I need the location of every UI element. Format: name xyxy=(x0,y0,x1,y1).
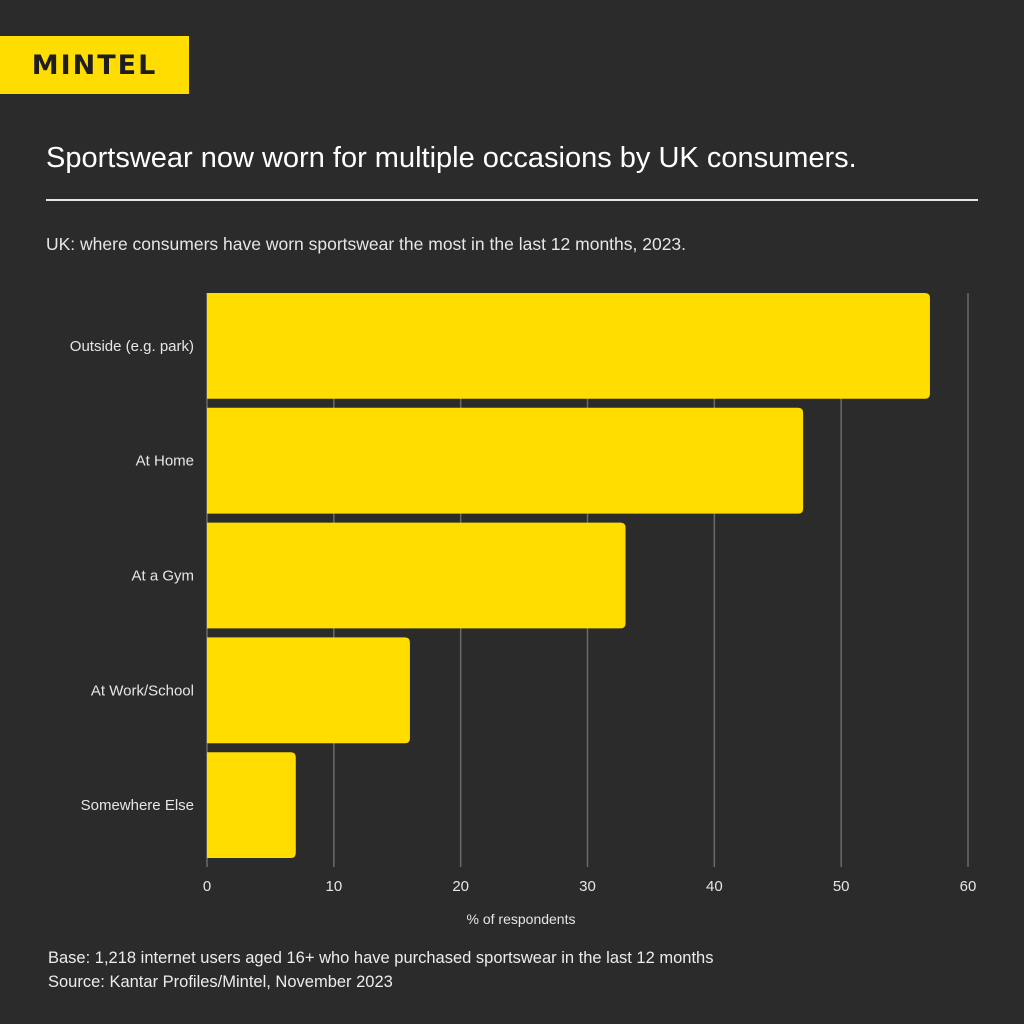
category-label: At Work/School xyxy=(91,682,194,699)
category-label: Somewhere Else xyxy=(81,797,194,814)
title-divider xyxy=(46,199,978,201)
mintel-logo: MINTEL xyxy=(0,36,189,94)
bar-layer xyxy=(207,293,930,858)
bar-outside-e-g-park xyxy=(207,293,930,399)
footer: Base: 1,218 internet users aged 16+ who … xyxy=(48,946,988,994)
category-label: At a Gym xyxy=(131,568,194,585)
x-tick-label: 20 xyxy=(452,878,469,895)
label-layer: 0 10 20 30 40 50 60 Outside (e.g. park) At Home A… xyxy=(70,338,977,895)
category-label: Outside (e.g. park) xyxy=(70,338,194,355)
category-label: At Home xyxy=(136,453,194,470)
bar-at-home xyxy=(207,407,804,514)
base-note: Base: 1,218 internet users aged 16+ who … xyxy=(48,949,714,967)
chart-title: Sportswear now worn for multiple occasio… xyxy=(46,142,857,174)
x-axis-title: % of respondents xyxy=(467,911,576,927)
chart-subtitle: UK: where consumers have worn sportswear… xyxy=(46,234,687,254)
bar-at-work-school xyxy=(207,637,410,744)
x-tick-label: 0 xyxy=(203,878,211,895)
x-tick-label: 40 xyxy=(706,878,723,895)
source-note: Source: Kantar Profiles/Mintel, November… xyxy=(48,973,393,991)
logo-text: MINTEL xyxy=(31,49,158,81)
x-tick-label: 60 xyxy=(960,878,977,895)
bar-somewhere-else xyxy=(207,752,296,858)
bar-at-a-gym xyxy=(207,522,626,629)
x-tick-label: 10 xyxy=(325,878,342,895)
x-tick-label: 30 xyxy=(579,878,596,895)
x-tick-label: 50 xyxy=(833,878,850,895)
